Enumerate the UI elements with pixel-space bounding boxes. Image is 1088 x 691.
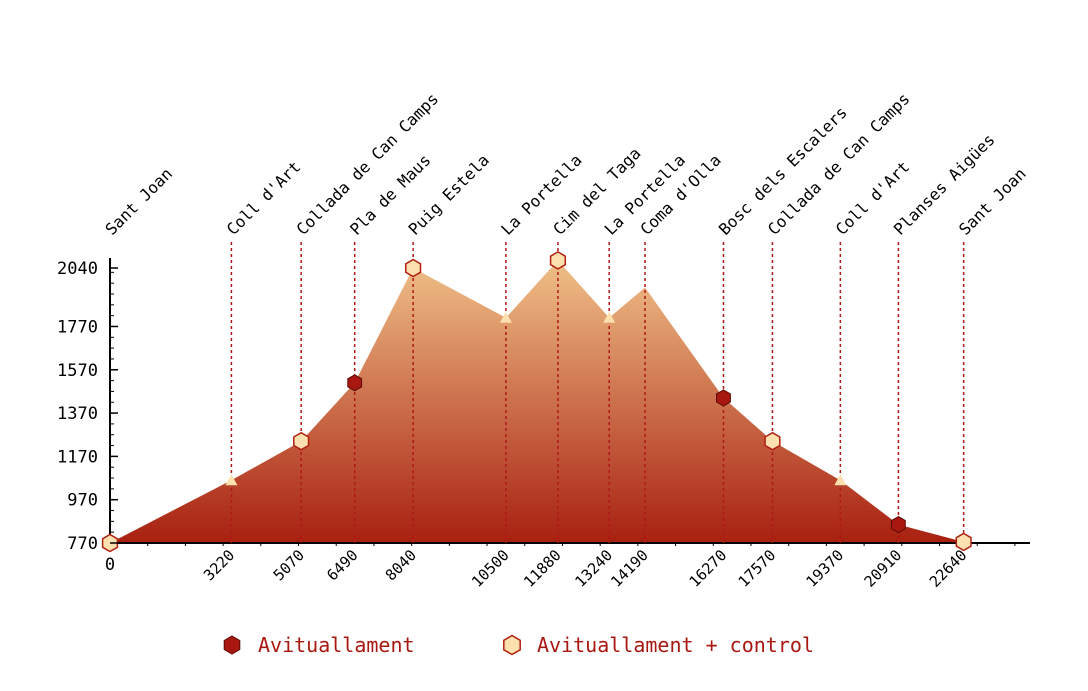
x-tick-label: 17570 <box>735 546 780 591</box>
legend-label: Avituallament <box>258 633 415 657</box>
triangle-marker <box>834 474 847 486</box>
triangle-marker <box>499 311 512 323</box>
x-tick-label: 5070 <box>270 546 308 584</box>
filled-hexagon-marker <box>891 516 906 534</box>
x-tick-label: 14190 <box>607 546 652 591</box>
y-tick-label: 970 <box>67 491 98 511</box>
y-tick-label: 2040 <box>57 259 98 279</box>
x-zero-label: 0 <box>105 555 115 575</box>
legend-open-hexagon-icon <box>503 634 521 656</box>
filled-hexagon-marker <box>347 374 363 392</box>
x-tick-label: 3220 <box>200 546 238 584</box>
waypoint-markers <box>101 251 972 553</box>
y-tick-labels: 770 970 1170 1370 1570 1770 2040 <box>57 259 118 554</box>
y-tick-label: 1770 <box>57 317 98 337</box>
x-tick-label: 13240 <box>571 546 616 591</box>
x-tick-label: 19370 <box>803 546 848 591</box>
open-hexagon-marker <box>293 431 310 451</box>
waypoint-name: Sant Joan <box>101 164 176 239</box>
elevation-area <box>110 260 964 543</box>
elevation-area-fill <box>110 260 964 543</box>
legend-label: Avituallament + control <box>537 633 814 657</box>
open-hexagon-marker <box>405 258 422 278</box>
x-tick-label: 20910 <box>861 546 906 591</box>
y-tick-label: 1570 <box>57 361 98 381</box>
x-tick-label: 8040 <box>382 546 420 584</box>
axes <box>109 258 1030 546</box>
open-hexagon-marker <box>764 431 781 451</box>
x-tick-label: 11880 <box>520 546 565 591</box>
y-tick-label: 1170 <box>57 447 98 467</box>
y-tick-label: 770 <box>67 534 98 554</box>
open-hexagon-marker <box>549 251 567 270</box>
legend-filled-hexagon-icon <box>223 635 241 655</box>
x-tick-label: 10500 <box>468 546 513 591</box>
triangle-marker <box>603 311 616 323</box>
waypoint-guide-lines <box>230 242 965 543</box>
waypoint-name: Coll d'Art <box>223 157 305 239</box>
x-tick-label: 22640 <box>926 546 971 591</box>
legend: Avituallament Avituallament + control <box>223 633 814 657</box>
x-tick-label: 16270 <box>686 546 731 591</box>
y-tick-label: 1370 <box>57 404 98 424</box>
filled-hexagon-marker <box>716 389 731 407</box>
triangle-marker <box>225 474 238 486</box>
open-hexagon-marker <box>955 532 972 552</box>
x-tick-label: 6490 <box>323 546 361 584</box>
